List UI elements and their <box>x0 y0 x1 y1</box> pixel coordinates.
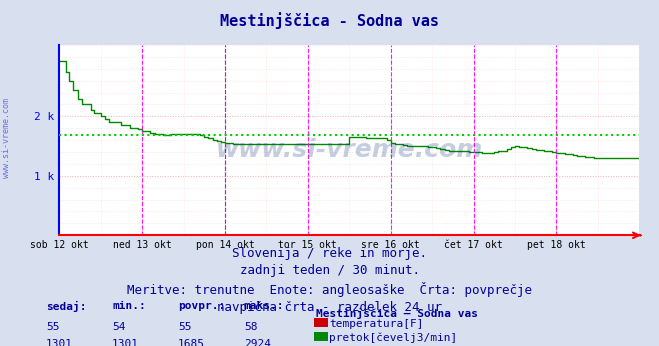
Text: 2924: 2924 <box>244 339 271 346</box>
Text: 1685: 1685 <box>178 339 205 346</box>
Text: min.:: min.: <box>112 301 146 311</box>
Text: pretok[čevelj3/min]: pretok[čevelj3/min] <box>330 332 458 343</box>
Text: 55: 55 <box>178 322 191 332</box>
Text: 58: 58 <box>244 322 257 332</box>
Text: 55: 55 <box>46 322 59 332</box>
Text: 1301: 1301 <box>46 339 73 346</box>
Text: Mestinjščica – Sodna vas: Mestinjščica – Sodna vas <box>316 308 478 319</box>
Text: maks.:: maks.: <box>244 301 284 311</box>
Text: 54: 54 <box>112 322 125 332</box>
Text: Slovenija / reke in morje.
zadnji teden / 30 minut.
Meritve: trenutne  Enote: an: Slovenija / reke in morje. zadnji teden … <box>127 247 532 314</box>
Text: 1301: 1301 <box>112 339 139 346</box>
Text: Mestinjščica - Sodna vas: Mestinjščica - Sodna vas <box>220 12 439 29</box>
Text: www.si-vreme.com: www.si-vreme.com <box>2 98 11 179</box>
Text: povpr.:: povpr.: <box>178 301 225 311</box>
Text: temperatura[F]: temperatura[F] <box>330 319 424 328</box>
Text: www.si-vreme.com: www.si-vreme.com <box>215 138 483 162</box>
Text: sedaj:: sedaj: <box>46 301 86 312</box>
